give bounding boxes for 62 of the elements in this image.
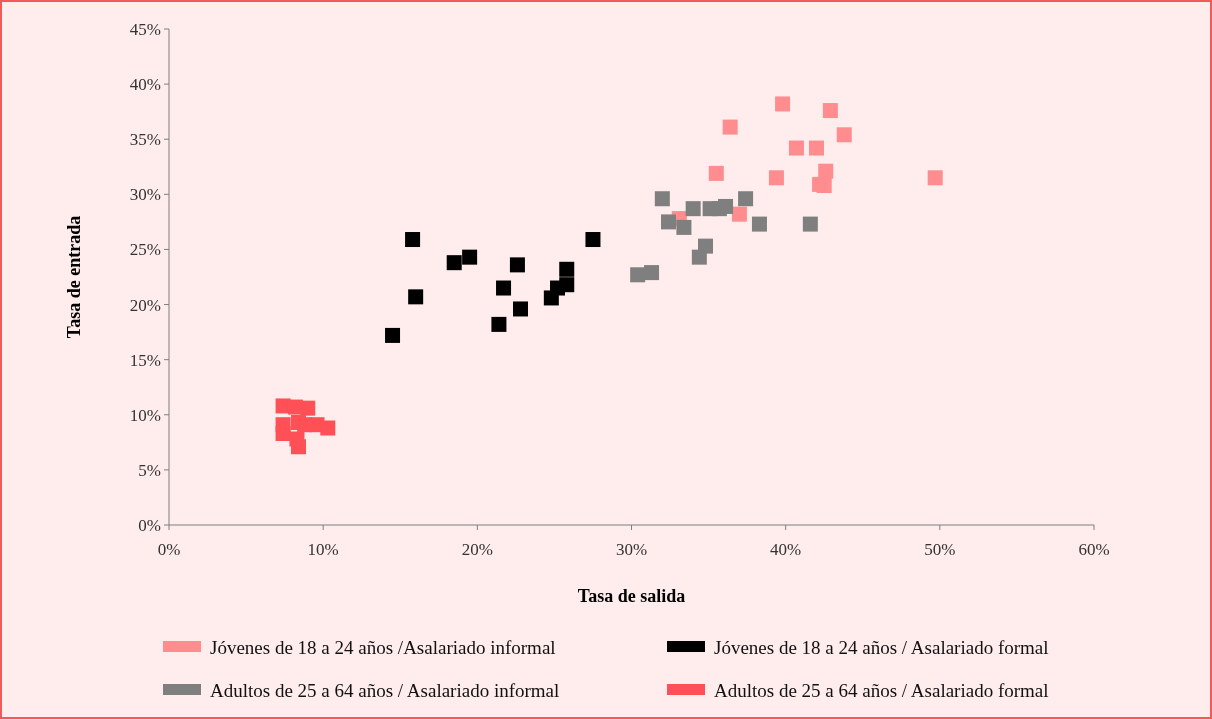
- point: [661, 214, 676, 230]
- point: [408, 289, 424, 305]
- y-tick-label: 15%: [129, 350, 161, 370]
- y-tick-label: 0%: [138, 515, 161, 535]
- point: [836, 127, 852, 143]
- point: [543, 290, 559, 306]
- point: [816, 178, 832, 194]
- point: [718, 198, 734, 214]
- point: [300, 400, 316, 416]
- point: [630, 267, 646, 283]
- legend-label: Adultos de 25 a 64 años / Asalariado informal: [210, 679, 560, 701]
- y-tick-label: 20%: [129, 295, 161, 315]
- point: [822, 103, 838, 119]
- point: [405, 232, 421, 248]
- x-tick-label: 60%: [1078, 540, 1110, 559]
- point: [768, 170, 784, 186]
- point: [585, 232, 601, 248]
- y-axis-title: Tasa de entrada: [64, 215, 84, 339]
- x-tick-label: 0%: [157, 540, 181, 559]
- point: [775, 96, 791, 112]
- point: [927, 170, 943, 186]
- y-tick-label: 35%: [129, 130, 161, 150]
- point: [513, 301, 528, 317]
- point: [462, 249, 478, 265]
- x-tick-label: 40%: [770, 540, 802, 559]
- point: [385, 327, 401, 343]
- x-tick-label: 10%: [307, 540, 339, 559]
- legend-label: Adultos de 25 a 64 años / Asalariado formal: [714, 679, 1049, 701]
- y-tick-label: 5%: [138, 460, 161, 480]
- point: [722, 119, 738, 135]
- point: [788, 140, 804, 156]
- point: [708, 165, 724, 181]
- point: [676, 219, 692, 235]
- point: [491, 316, 507, 332]
- x-tick-label: 30%: [615, 540, 648, 559]
- point: [320, 420, 336, 436]
- point: [691, 249, 707, 265]
- legend-label: Jóvenes de 18 a 24 años /Asalariado informal: [210, 636, 556, 658]
- y-tick-label: 40%: [129, 75, 161, 95]
- point: [559, 277, 575, 293]
- point: [731, 206, 747, 222]
- y-tick-label: 45%: [129, 19, 161, 39]
- y-tick-label: 30%: [129, 185, 161, 205]
- x-tick-label: 20%: [461, 540, 493, 559]
- x-tick-label: 50%: [924, 540, 956, 559]
- point: [496, 280, 512, 296]
- point: [738, 191, 754, 207]
- point: [802, 216, 818, 232]
- point: [446, 255, 462, 271]
- y-tick-label: 25%: [129, 240, 161, 260]
- point: [509, 257, 525, 273]
- point: [751, 216, 767, 232]
- legend-label: Jóvenes de 18 a 24 años / Asalariado formal: [714, 636, 1049, 658]
- point: [559, 261, 575, 277]
- point: [809, 140, 824, 156]
- point: [685, 201, 701, 217]
- point: [291, 439, 306, 455]
- y-tick-label: 10%: [129, 405, 161, 425]
- point: [654, 191, 670, 207]
- x-axis-title: Tasa de salida: [577, 586, 686, 606]
- point: [818, 163, 834, 179]
- point: [644, 265, 660, 281]
